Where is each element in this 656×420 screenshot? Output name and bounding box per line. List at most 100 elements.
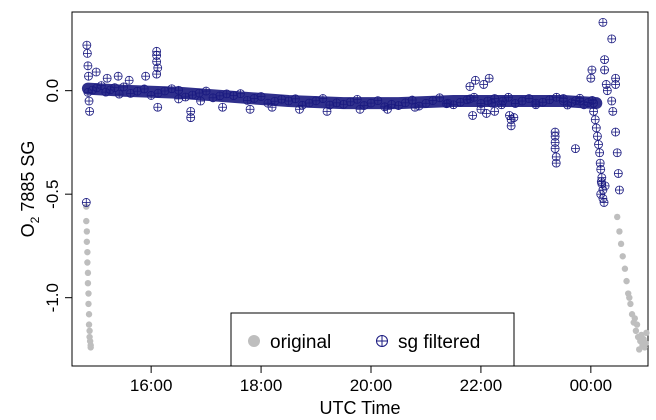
sg-filtered-point: [85, 106, 94, 116]
sg-filtered-point: [551, 158, 561, 168]
series-sg-filtered-band: [81, 81, 603, 112]
sg-filtered-point: [352, 94, 362, 104]
sg-filtered-point: [174, 85, 184, 95]
sg-filtered-point: [590, 115, 600, 125]
sg-filtered-point: [571, 144, 580, 154]
sg-filtered-point: [600, 65, 609, 75]
sg-filtered-point: [538, 97, 548, 107]
sg-filtered-point: [92, 83, 102, 93]
original-point: [631, 315, 639, 322]
sg-filtered-point: [506, 121, 516, 131]
sg-filtered-point: [245, 104, 255, 114]
sg-filtered-point: [119, 82, 129, 92]
sg-filtered-point: [366, 98, 376, 108]
sg-filtered-point: [291, 94, 300, 104]
x-tick-label: 18:00: [240, 376, 283, 395]
legend-original-label: original: [270, 332, 331, 353]
sg-filtered-point: [524, 94, 534, 103]
sg-filtered-point: [222, 89, 232, 99]
sg-filtered-point: [345, 97, 355, 107]
sg-filtered-point: [607, 34, 617, 44]
sg-filtered-point: [490, 106, 500, 116]
original-point: [621, 265, 629, 272]
sg-filtered-point: [277, 94, 287, 104]
sg-filtered-point: [596, 177, 606, 187]
sg-filtered-point: [322, 106, 332, 116]
sg-filtered-point: [487, 98, 497, 108]
y-axis-label: O2 7885 SG: [18, 141, 42, 238]
sg-filtered-point: [83, 61, 93, 71]
sg-filtered-point: [113, 71, 123, 81]
original-point: [626, 294, 633, 301]
sg-filtered-point: [249, 94, 259, 103]
original-point: [83, 217, 90, 225]
sg-filtered-point: [479, 80, 489, 89]
original-point: [614, 213, 621, 221]
sg-filtered-point: [153, 102, 163, 112]
sg-filtered-point: [558, 96, 568, 106]
original-point: [617, 240, 625, 248]
original-point: [619, 253, 626, 260]
sg-filtered-point: [284, 96, 293, 106]
sg-filtered-point: [465, 94, 475, 104]
sg-filtered-point: [510, 99, 520, 108]
sg-filtered-point: [509, 113, 519, 122]
sg-filtered-point: [81, 198, 91, 207]
sg-filtered-point: [612, 148, 622, 158]
x-tick-label: 22:00: [460, 376, 503, 395]
y-label-o: O: [18, 223, 38, 237]
sg-filtered-point: [304, 98, 314, 108]
original-point: [627, 300, 634, 308]
sg-filtered-point: [152, 69, 162, 79]
sg-filtered-point: [215, 91, 225, 101]
sg-filtered-point: [482, 109, 491, 118]
sg-filtered-point: [229, 91, 238, 101]
sg-filtered-point: [613, 169, 623, 178]
sg-filtered-point: [490, 94, 500, 103]
sg-filtered-point: [101, 87, 111, 97]
sg-filtered-point: [318, 94, 328, 103]
sg-filtered-point: [84, 96, 94, 106]
sg-filtered-point: [611, 127, 620, 137]
sg-filtered-point: [88, 85, 97, 95]
y-tick-label: 0.0: [43, 79, 62, 103]
sg-filtered-point: [593, 131, 602, 141]
sg-filtered-point: [256, 92, 266, 101]
sg-filtered-point: [110, 83, 120, 93]
sg-filtered-point: [196, 96, 206, 106]
original-point: [84, 279, 92, 287]
sg-filtered-point: [218, 102, 227, 112]
series-original: [83, 203, 650, 353]
x-tick-label: 16:00: [130, 376, 173, 395]
sg-filtered-point: [410, 102, 420, 112]
sg-filtered-point: [517, 96, 527, 106]
sg-filtered-point: [443, 98, 453, 108]
original-point: [633, 321, 641, 328]
sg-filtered-point: [373, 96, 383, 106]
sg-filtered-point: [531, 98, 541, 108]
original-point: [84, 259, 91, 266]
sg-filtered-point: [615, 185, 624, 195]
original-point: [86, 327, 93, 335]
sg-filtered-point: [550, 144, 560, 154]
sg-filtered-point: [82, 40, 92, 50]
sg-filtered-point: [587, 65, 597, 75]
sg-filtered-point: [383, 104, 392, 114]
sg-filtered-point: [139, 84, 149, 94]
original-point: [84, 269, 92, 277]
sg-filtered-point: [133, 86, 142, 96]
sg-filtered-point: [187, 90, 197, 100]
sg-filtered-point: [465, 82, 475, 91]
sg-filtered-point: [589, 98, 598, 108]
legend-sg-filtered-label: sg filtered: [398, 332, 480, 353]
original-point: [83, 228, 91, 235]
sg-filtered-point: [96, 81, 106, 91]
sg-filtered-point: [503, 92, 513, 102]
sg-filtered-point: [325, 100, 335, 110]
original-point: [84, 248, 91, 256]
x-axis: 16:00 18:00 20:00 22:00 00:00: [130, 366, 612, 395]
sg-filtered-point: [595, 158, 605, 168]
sg-filtered-point: [602, 86, 612, 96]
original-point: [636, 346, 643, 353]
original-point: [643, 329, 650, 337]
